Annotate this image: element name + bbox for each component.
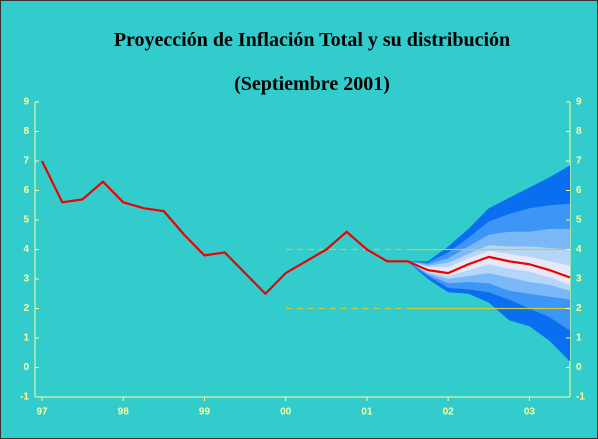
y-tick-label: -1 bbox=[20, 392, 29, 403]
x-tick-label: 01 bbox=[361, 407, 373, 418]
chart-title: Proyección de Inflación Total y su distr… bbox=[114, 29, 510, 51]
x-tick-label: 99 bbox=[199, 407, 211, 418]
y-tick-label-right: 4 bbox=[576, 244, 582, 255]
y-tick-label: 6 bbox=[23, 185, 29, 196]
y-tick-label-right: 5 bbox=[576, 215, 582, 226]
chart-subtitle: (Septiembre 2001) bbox=[234, 73, 390, 95]
y-tick-label-right: 2 bbox=[576, 303, 582, 314]
y-tick-label: 5 bbox=[23, 215, 29, 226]
y-tick-label: 4 bbox=[23, 244, 29, 255]
y-tick-label: 7 bbox=[23, 156, 29, 167]
y-tick-label: 0 bbox=[23, 362, 29, 373]
x-tick-label: 98 bbox=[118, 407, 130, 418]
x-tick-label: 02 bbox=[443, 407, 455, 418]
fan-band bbox=[407, 245, 570, 291]
y-tick-label: 9 bbox=[23, 97, 29, 108]
y-tick-label: 8 bbox=[23, 126, 29, 137]
x-tick-label: 00 bbox=[280, 407, 292, 418]
y-tick-label: 3 bbox=[23, 274, 29, 285]
x-tick-label: 03 bbox=[524, 407, 536, 418]
line-series bbox=[41, 160, 571, 295]
fan-band bbox=[407, 250, 570, 285]
y-tick-label-right: -1 bbox=[576, 392, 585, 403]
y-tick-label: 2 bbox=[23, 303, 29, 314]
y-tick-label-right: 1 bbox=[576, 333, 582, 344]
y-tick-label-right: 7 bbox=[576, 156, 582, 167]
y-tick-label-right: 0 bbox=[576, 362, 582, 373]
y-tick-label: 1 bbox=[23, 333, 29, 344]
y-tick-label-right: 9 bbox=[576, 97, 582, 108]
x-tick-label: 97 bbox=[36, 407, 48, 418]
y-tick-label-right: 6 bbox=[576, 185, 582, 196]
y-tick-label-right: 8 bbox=[576, 126, 582, 137]
y-tick-label-right: 3 bbox=[576, 274, 582, 285]
